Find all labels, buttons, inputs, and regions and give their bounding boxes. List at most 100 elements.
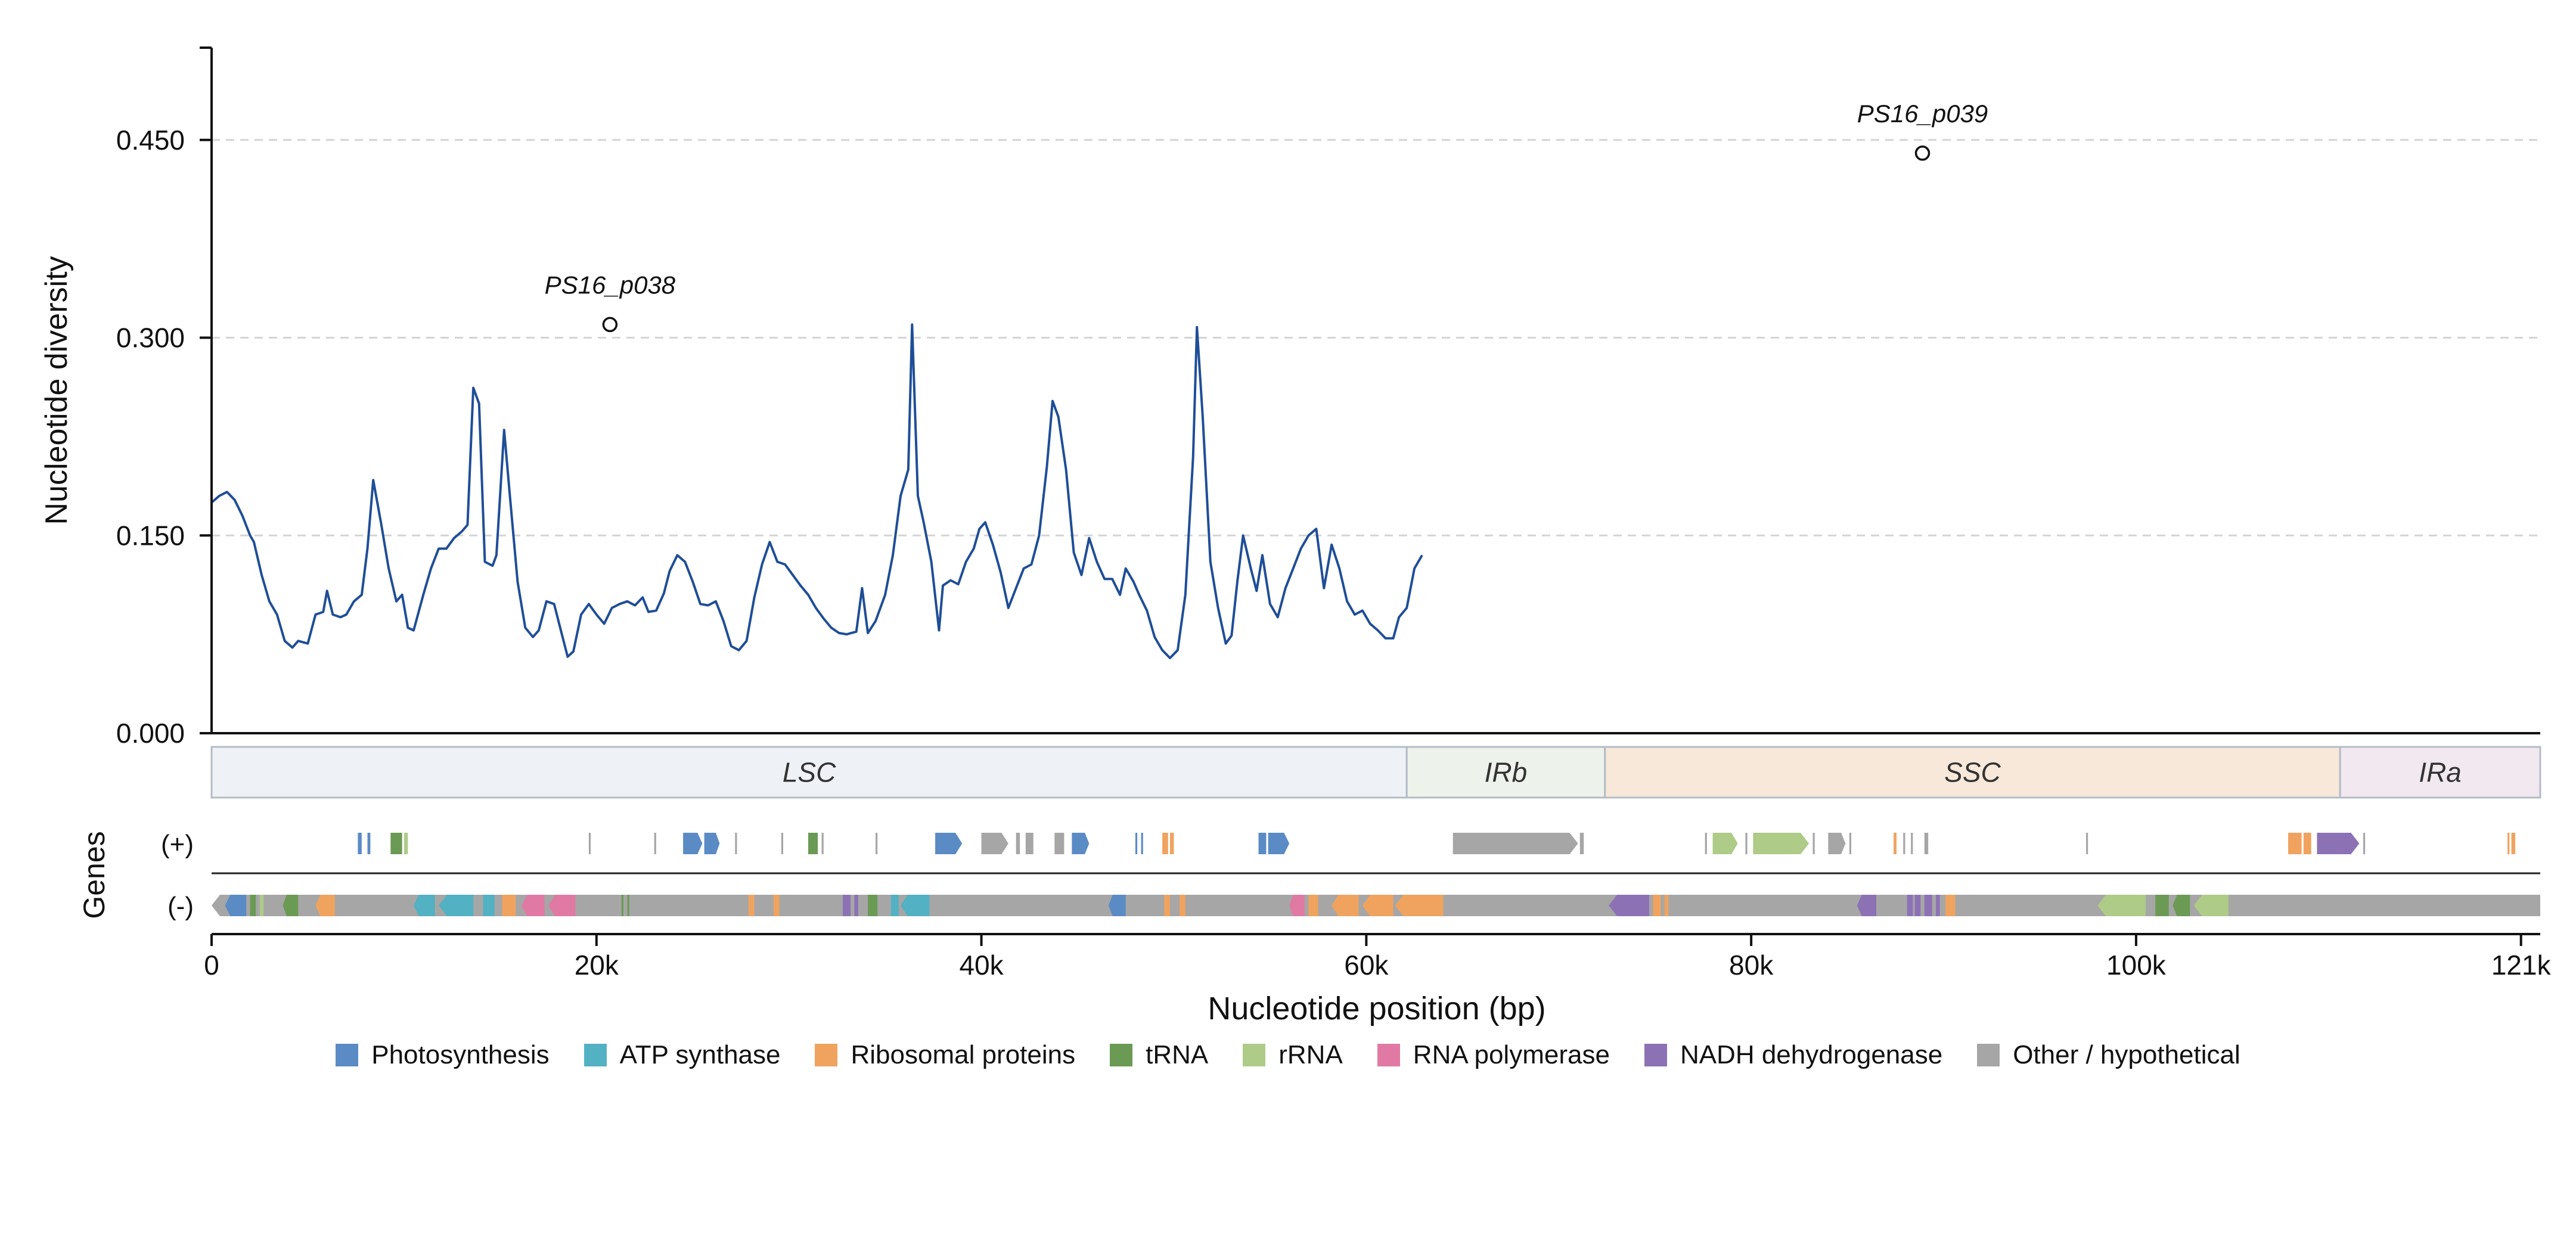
gene-feature bbox=[367, 833, 371, 854]
legend-swatch bbox=[815, 1044, 838, 1066]
gene-feature bbox=[1362, 895, 1393, 916]
axis-layer: 0.000 0.150 0.300 0.450 0 20k 40k 60k 80k 100k 121… bbox=[116, 46, 2552, 981]
legend-item: rRNA bbox=[1243, 1040, 1343, 1070]
track-label: (+) bbox=[161, 830, 194, 859]
x-tick-label: 0 bbox=[204, 950, 219, 981]
gene-feature bbox=[748, 895, 755, 916]
legend-item: tRNA bbox=[1110, 1040, 1208, 1070]
gene-feature bbox=[414, 895, 435, 916]
region-layer: LSC IRb SSC IRa bbox=[210, 746, 2541, 799]
gene-feature bbox=[2317, 833, 2360, 854]
legend-label: rRNA bbox=[1278, 1040, 1343, 1069]
gene-feature bbox=[2085, 833, 2088, 854]
gene-feature bbox=[1745, 833, 1748, 854]
track-label: (-) bbox=[167, 892, 194, 921]
gene-feature bbox=[250, 895, 256, 916]
gene-feature bbox=[2193, 895, 2229, 916]
gene-feature bbox=[773, 895, 780, 916]
gene-feature bbox=[1712, 833, 1738, 854]
gene-feature bbox=[981, 833, 1008, 854]
legend-label: NADH dehydrogenase bbox=[1680, 1040, 1943, 1069]
gene-track-title: Genes bbox=[77, 831, 111, 919]
legend-swatch bbox=[336, 1044, 359, 1066]
gene-feature bbox=[1072, 833, 1090, 854]
gene-feature bbox=[900, 895, 930, 916]
gene-feature bbox=[735, 833, 737, 854]
gene-feature bbox=[704, 833, 720, 854]
gene-feature bbox=[1332, 895, 1359, 916]
gene-feature bbox=[654, 833, 656, 854]
legend-item: RNA polymerase bbox=[1377, 1040, 1610, 1070]
gene-feature bbox=[1753, 833, 1810, 854]
gene-feature bbox=[1579, 833, 1584, 854]
region-label: IRa bbox=[2419, 757, 2462, 788]
gene-feature bbox=[439, 895, 474, 916]
gene-layer: (+) (-) bbox=[161, 830, 2540, 921]
gene-feature bbox=[1016, 833, 1020, 854]
x-tick-label: 121k bbox=[2491, 950, 2552, 981]
gene-feature bbox=[1180, 895, 1185, 916]
x-tick-label: 40k bbox=[959, 950, 1004, 981]
gene-feature bbox=[1828, 833, 1846, 854]
gene-feature bbox=[1664, 895, 1669, 916]
gene-feature bbox=[935, 833, 963, 854]
legend-label: RNA polymerase bbox=[1413, 1040, 1610, 1069]
legend-item: Photosynthesis bbox=[336, 1040, 550, 1070]
gene-feature bbox=[683, 833, 703, 854]
gene-feature bbox=[2097, 895, 2146, 916]
gene-feature bbox=[2303, 833, 2311, 854]
y-tick-label: 0.150 bbox=[116, 520, 185, 551]
x-tick-label: 20k bbox=[575, 950, 619, 981]
peak-label: PS16_p038 bbox=[545, 271, 676, 299]
gene-feature bbox=[1857, 895, 1877, 916]
grid-layer bbox=[212, 139, 2540, 536]
gene-feature bbox=[738, 895, 741, 916]
legend-item: Other / hypothetical bbox=[1977, 1040, 2240, 1070]
gene-feature bbox=[1135, 833, 1138, 854]
gene-feature bbox=[1936, 895, 1940, 916]
gene-feature bbox=[225, 895, 247, 916]
gene-feature bbox=[1894, 833, 1897, 854]
gene-feature bbox=[315, 895, 335, 916]
gene-feature bbox=[259, 895, 264, 916]
gene-feature bbox=[1170, 833, 1174, 854]
region-label: SSC bbox=[1944, 757, 2001, 788]
gene-feature bbox=[781, 833, 783, 854]
legend-swatch bbox=[1377, 1044, 1400, 1066]
legend-label: Ribosomal proteins bbox=[851, 1040, 1076, 1069]
y-tick-label: 0.000 bbox=[116, 718, 185, 749]
gene-feature bbox=[890, 895, 899, 916]
legend-item: ATP synthase bbox=[584, 1040, 780, 1070]
gene-feature bbox=[1164, 895, 1171, 916]
gene-feature bbox=[2155, 895, 2169, 916]
x-axis-label: Nucleotide position (bp) bbox=[1208, 991, 1545, 1026]
gene-feature bbox=[283, 895, 299, 916]
gene-feature bbox=[404, 833, 408, 854]
peak-marker bbox=[1914, 145, 1931, 161]
gene-feature bbox=[1924, 833, 1929, 854]
gene-feature bbox=[483, 895, 495, 916]
region-label: IRb bbox=[1485, 757, 1528, 788]
y-tick-label: 0.300 bbox=[116, 322, 185, 353]
gene-feature bbox=[358, 833, 362, 854]
legend-label: Photosynthesis bbox=[371, 1040, 550, 1069]
gene-feature bbox=[502, 895, 516, 916]
legend-item: Ribosomal proteins bbox=[815, 1040, 1075, 1070]
gene-feature bbox=[1453, 833, 1578, 854]
region-box bbox=[1405, 746, 1606, 799]
gene-feature bbox=[875, 833, 878, 854]
gene-feature bbox=[621, 895, 623, 916]
legend-label: tRNA bbox=[1146, 1040, 1209, 1069]
gene-feature bbox=[1609, 895, 1650, 916]
legend-swatch bbox=[1243, 1044, 1266, 1066]
legend-swatch bbox=[584, 1044, 607, 1066]
gene-feature bbox=[1308, 895, 1318, 916]
gene-feature bbox=[2172, 895, 2190, 916]
gene-feature bbox=[1025, 833, 1033, 854]
gene-feature bbox=[1268, 833, 1290, 854]
gene-feature bbox=[1924, 895, 1932, 916]
legend-label: Other / hypothetical bbox=[2013, 1040, 2240, 1069]
annotation-layer: PS16_p038 PS16_p039 bbox=[545, 100, 1988, 333]
gene-feature bbox=[1945, 895, 1956, 916]
